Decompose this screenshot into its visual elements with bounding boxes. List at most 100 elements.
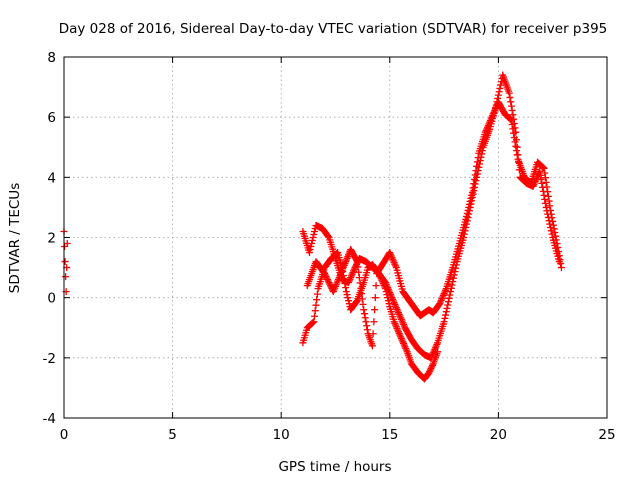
x-tick-label: 10 [273,427,290,443]
data-point-marker [552,236,560,244]
data-point-marker [508,106,516,114]
data-point-marker [371,306,379,314]
data-point-marker [547,210,555,218]
data-point-marker [508,121,516,129]
data-point-marker [509,111,517,119]
data-point-marker [371,294,379,302]
data-point-marker [443,304,451,312]
data-point-marker [436,298,444,306]
data-point-marker [392,262,400,270]
data-point-marker [539,164,547,172]
data-point-marker [433,340,441,348]
data-point-marker [321,270,329,278]
data-point-marker [488,113,496,121]
data-point-marker [390,259,398,267]
data-point-marker [389,257,397,265]
data-point-marker [549,217,557,225]
data-point-marker [552,232,560,240]
data-point-marker [326,280,334,288]
data-point-marker [438,295,446,303]
data-point-marker [396,312,404,320]
data-point-marker [526,179,534,187]
data-point-marker [383,282,391,290]
data-point-marker [388,294,396,302]
data-point-marker [541,199,549,207]
data-point-marker [487,115,495,123]
data-point-marker [507,102,515,110]
data-point-marker [63,240,71,248]
data-point-marker [546,202,554,210]
data-point-marker [358,290,366,298]
data-point-marker [428,363,436,371]
data-point-marker [346,275,354,283]
data-point-marker [392,321,400,329]
y-tick-label: 6 [47,110,56,126]
data-point-marker [442,308,450,316]
data-point-marker [363,326,371,334]
data-point-marker [429,361,437,369]
data-point-marker [313,296,321,304]
data-point-marker [468,188,476,196]
data-point-marker [309,234,317,241]
data-point-marker [350,267,358,275]
data-point-marker [431,344,439,352]
data-point-marker [396,331,404,339]
data-point-marker [537,175,545,183]
data-point-marker [370,318,378,326]
data-point-marker [506,93,514,101]
data-point-marker [348,270,356,278]
data-point-marker [471,183,479,191]
data-point-marker [444,298,452,306]
data-point-marker [481,128,489,136]
data-point-marker [323,274,331,282]
data-point-marker [541,169,549,177]
data-point-marker [394,307,402,315]
data-point-marker [393,305,401,313]
data-point-marker [510,129,518,137]
data-point-marker [489,111,497,119]
data-point-marker [353,258,361,266]
data-point-marker [540,191,548,199]
data-point-marker [386,289,394,297]
data-point-marker [398,317,406,325]
data-point-marker [397,314,405,322]
data-point-marker [400,322,408,330]
data-point-marker [324,277,332,285]
data-series [303,98,565,350]
data-point-marker [427,354,435,362]
data-point-marker [538,179,546,187]
data-point-marker [397,315,405,323]
data-point-marker [509,125,517,133]
x-tick-label: 0 [60,427,69,443]
data-point-marker [483,125,491,133]
data-point-marker [385,287,393,295]
data-point-marker [544,188,552,196]
tick-layer: 0 5 10 15 20 25 -4 -2 0 2 4 6 8 [43,50,616,443]
data-point-marker [473,162,481,170]
data-point-marker [494,91,502,99]
data-point-marker [400,339,408,347]
data-point-marker [307,243,315,251]
data-point-marker [311,312,319,320]
data-point-marker [342,288,350,296]
data-point-marker [507,116,515,124]
plot-frame [63,56,608,419]
data-point-marker [544,192,552,200]
data-point-marker [362,318,370,326]
data-point-marker [347,274,355,282]
data-point-marker [536,171,544,179]
data-point-marker [363,322,371,330]
data-point-marker [382,280,390,288]
data-point-marker [428,352,436,360]
data-point-marker [470,180,478,188]
data-point-marker [390,318,398,326]
data-point-marker [324,232,332,240]
data-point-marker [345,279,353,287]
data-series [60,227,71,296]
data-point-marker [387,252,395,260]
data-point-marker [324,276,332,284]
data-point-marker [395,310,403,318]
data-point-marker [359,300,367,308]
data-point-marker [548,214,556,222]
